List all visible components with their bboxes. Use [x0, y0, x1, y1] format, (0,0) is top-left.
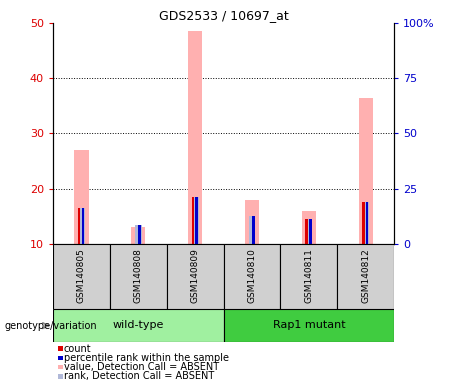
- Bar: [53, 244, 110, 309]
- Text: GSM140812: GSM140812: [361, 248, 370, 303]
- Text: percentile rank within the sample: percentile rank within the sample: [64, 353, 229, 363]
- Bar: [359, 98, 373, 244]
- Bar: [224, 309, 394, 342]
- Text: GSM140810: GSM140810: [248, 248, 256, 303]
- Bar: [252, 216, 255, 244]
- Bar: [188, 31, 202, 244]
- Bar: [195, 197, 198, 244]
- Text: wild-type: wild-type: [112, 320, 164, 331]
- Bar: [224, 244, 280, 309]
- Bar: [248, 216, 255, 244]
- Text: GSM140805: GSM140805: [77, 248, 86, 303]
- Bar: [135, 225, 142, 244]
- Bar: [362, 202, 369, 244]
- Bar: [167, 244, 224, 309]
- Bar: [78, 208, 85, 244]
- Text: GSM140808: GSM140808: [134, 248, 143, 303]
- Bar: [192, 197, 194, 244]
- Bar: [82, 208, 84, 244]
- Text: genotype/variation: genotype/variation: [5, 321, 97, 331]
- Text: GSM140809: GSM140809: [191, 248, 200, 303]
- Bar: [53, 309, 224, 342]
- Text: value, Detection Call = ABSENT: value, Detection Call = ABSENT: [64, 362, 219, 372]
- Bar: [245, 200, 259, 244]
- Bar: [366, 202, 368, 244]
- Bar: [138, 225, 141, 244]
- Bar: [131, 227, 145, 244]
- Bar: [305, 219, 308, 244]
- Text: count: count: [64, 344, 91, 354]
- Bar: [306, 219, 312, 244]
- Bar: [337, 244, 394, 309]
- Bar: [78, 208, 81, 244]
- Bar: [74, 150, 89, 244]
- Bar: [309, 219, 312, 244]
- Bar: [362, 202, 365, 244]
- Bar: [302, 211, 316, 244]
- Text: GSM140811: GSM140811: [304, 248, 313, 303]
- Bar: [110, 244, 167, 309]
- Text: Rap1 mutant: Rap1 mutant: [272, 320, 345, 331]
- Title: GDS2533 / 10697_at: GDS2533 / 10697_at: [159, 9, 289, 22]
- Text: rank, Detection Call = ABSENT: rank, Detection Call = ABSENT: [64, 371, 214, 381]
- Bar: [280, 244, 337, 309]
- Bar: [192, 197, 199, 244]
